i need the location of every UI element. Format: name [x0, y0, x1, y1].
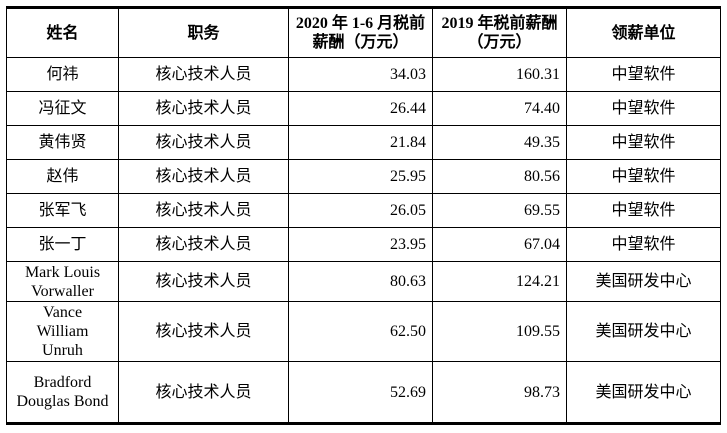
table-row: Vance William Unruh 核心技术人员 62.50 109.55 美国研发… — [6, 301, 721, 362]
table-row: 张军飞 核心技术人员 26.05 69.55 中望软件 — [6, 193, 721, 228]
table-cell: 核心技术人员 — [118, 193, 289, 228]
table-cell: 张一丁 — [6, 227, 119, 262]
table-cell: 核心技术人员 — [118, 159, 289, 194]
table-cell: Vance William Unruh — [6, 301, 119, 362]
table-row: 冯征文 核心技术人员 26.44 74.40 中望软件 — [6, 91, 721, 126]
header-cell: 姓名 — [6, 7, 119, 58]
table-row: Bradford Douglas Bond 核心技术人员 52.69 98.73 美国研… — [6, 361, 721, 424]
table-cell: 52.69 — [288, 361, 433, 424]
name-text: Bradford Douglas Bond — [16, 374, 109, 410]
table-cell: 黄伟贤 — [6, 125, 119, 160]
table-cell: 124.21 — [432, 261, 567, 302]
table-cell: 中望软件 — [566, 159, 721, 194]
table-cell: 21.84 — [288, 125, 433, 160]
name-text: 黄伟贤 — [38, 134, 87, 151]
name-text: Vance William Unruh — [36, 304, 89, 359]
name-text: 张军飞 — [38, 202, 87, 219]
name-text: 张一丁 — [38, 236, 87, 253]
table-cell: 34.03 — [288, 57, 433, 92]
table-cell: 核心技术人员 — [118, 57, 289, 92]
table-row: 何祎 核心技术人员 34.03 160.31 中望软件 — [6, 57, 721, 92]
table-cell: 张军飞 — [6, 193, 119, 228]
table-cell: 69.55 — [432, 193, 567, 228]
name-text: 赵伟 — [46, 168, 79, 185]
table-cell: 核心技术人员 — [118, 261, 289, 302]
table-row: Mark Louis Vorwaller 核心技术人员 80.63 124.21 美国研… — [6, 261, 721, 302]
table-cell: 冯征文 — [6, 91, 119, 126]
table-cell: 核心技术人员 — [118, 361, 289, 424]
table-body: 何祎 核心技术人员 34.03 160.31 中望软件 冯征文 核心技术人员 26.44 74.… — [6, 57, 721, 424]
header-row: 姓名 职务 2020 年 1-6 月税前薪酬（万元） 2019 年税前薪酬（万元） 领薪… — [6, 7, 721, 58]
header-cell: 2019 年税前薪酬（万元） — [432, 7, 567, 58]
table-cell: 赵伟 — [6, 159, 119, 194]
table-cell: 23.95 — [288, 227, 433, 262]
header-cell: 职务 — [118, 7, 289, 58]
table-cell: 核心技术人员 — [118, 301, 289, 362]
table-cell: 80.63 — [288, 261, 433, 302]
salary-table: 姓名 职务 2020 年 1-6 月税前薪酬（万元） 2019 年税前薪酬（万元） 领薪… — [6, 6, 721, 425]
table-row: 黄伟贤 核心技术人员 21.84 49.35 中望软件 — [6, 125, 721, 160]
table-cell: 中望软件 — [566, 91, 721, 126]
table-cell: 中望软件 — [566, 125, 721, 160]
table-row: 张一丁 核心技术人员 23.95 67.04 中望软件 — [6, 227, 721, 262]
table-cell: 74.40 — [432, 91, 567, 126]
table-cell: 美国研发中心 — [566, 301, 721, 362]
header-cell: 2020 年 1-6 月税前薪酬（万元） — [288, 7, 433, 58]
table-cell: Bradford Douglas Bond — [6, 361, 119, 424]
table-cell: 中望软件 — [566, 57, 721, 92]
table-cell: 25.95 — [288, 159, 433, 194]
table-cell: 67.04 — [432, 227, 567, 262]
table-row: 赵伟 核心技术人员 25.95 80.56 中望软件 — [6, 159, 721, 194]
table-cell: 何祎 — [6, 57, 119, 92]
name-text: 何祎 — [46, 66, 79, 83]
table-cell: 中望软件 — [566, 227, 721, 262]
table-cell: 49.35 — [432, 125, 567, 160]
table-cell: 核心技术人员 — [118, 227, 289, 262]
table-cell: Mark Louis Vorwaller — [6, 261, 119, 302]
name-text: Mark Louis Vorwaller — [24, 263, 101, 300]
table-cell: 26.05 — [288, 193, 433, 228]
header-cell: 领薪单位 — [566, 7, 721, 58]
table-cell: 中望软件 — [566, 193, 721, 228]
table-cell: 核心技术人员 — [118, 125, 289, 160]
table-cell: 109.55 — [432, 301, 567, 362]
table-cell: 美国研发中心 — [566, 261, 721, 302]
table-cell: 美国研发中心 — [566, 361, 721, 424]
table-cell: 160.31 — [432, 57, 567, 92]
name-text: 冯征文 — [38, 100, 87, 117]
table-cell: 62.50 — [288, 301, 433, 362]
table-cell: 核心技术人员 — [118, 91, 289, 126]
table-cell: 26.44 — [288, 91, 433, 126]
table-cell: 98.73 — [432, 361, 567, 424]
table-cell: 80.56 — [432, 159, 567, 194]
